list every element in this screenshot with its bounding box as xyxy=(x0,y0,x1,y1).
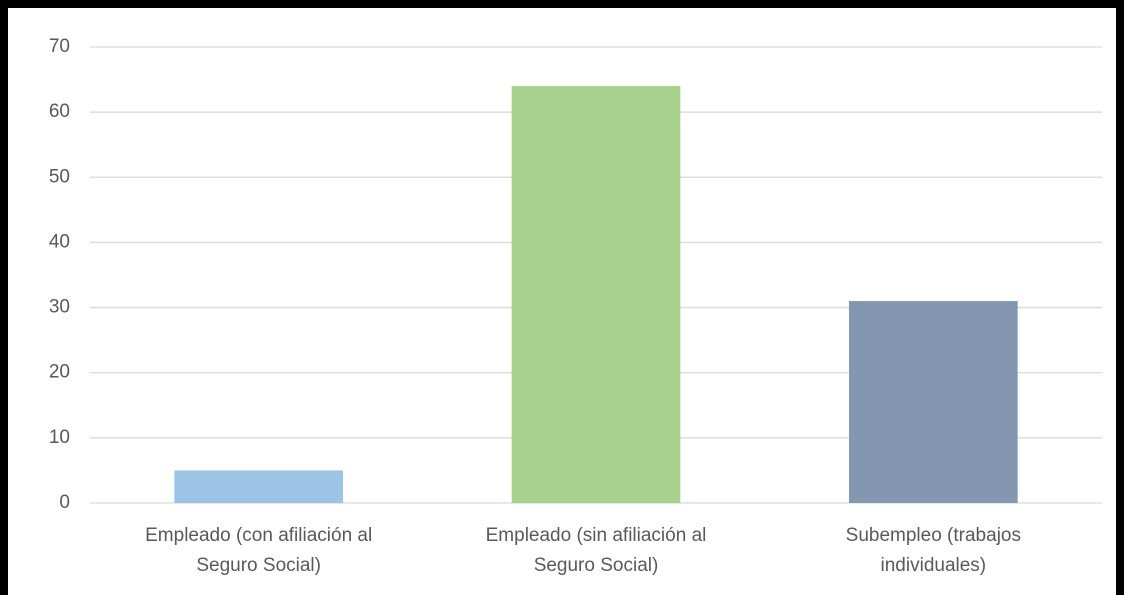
x-tick-label: Subempleo (trabajos xyxy=(846,525,1021,546)
y-tick-label: 20 xyxy=(49,362,70,383)
x-tick-label: Empleado (con afiliación al xyxy=(145,525,372,546)
y-tick-label: 30 xyxy=(49,297,70,318)
bar xyxy=(849,301,1018,503)
y-tick-label: 10 xyxy=(49,427,70,448)
x-tick-label: Seguro Social) xyxy=(534,555,659,576)
bar xyxy=(174,470,343,503)
y-tick-label: 60 xyxy=(49,101,70,122)
x-tick-label: individuales) xyxy=(881,555,987,576)
bar xyxy=(511,86,681,503)
x-tick-label: Empleado (sin afiliación al xyxy=(486,525,707,546)
y-tick-label: 70 xyxy=(49,36,70,57)
y-tick-label: 40 xyxy=(49,231,70,252)
x-tick-label: Seguro Social) xyxy=(196,555,321,576)
y-tick-label: 50 xyxy=(49,166,70,187)
y-tick-label: 0 xyxy=(59,492,70,513)
